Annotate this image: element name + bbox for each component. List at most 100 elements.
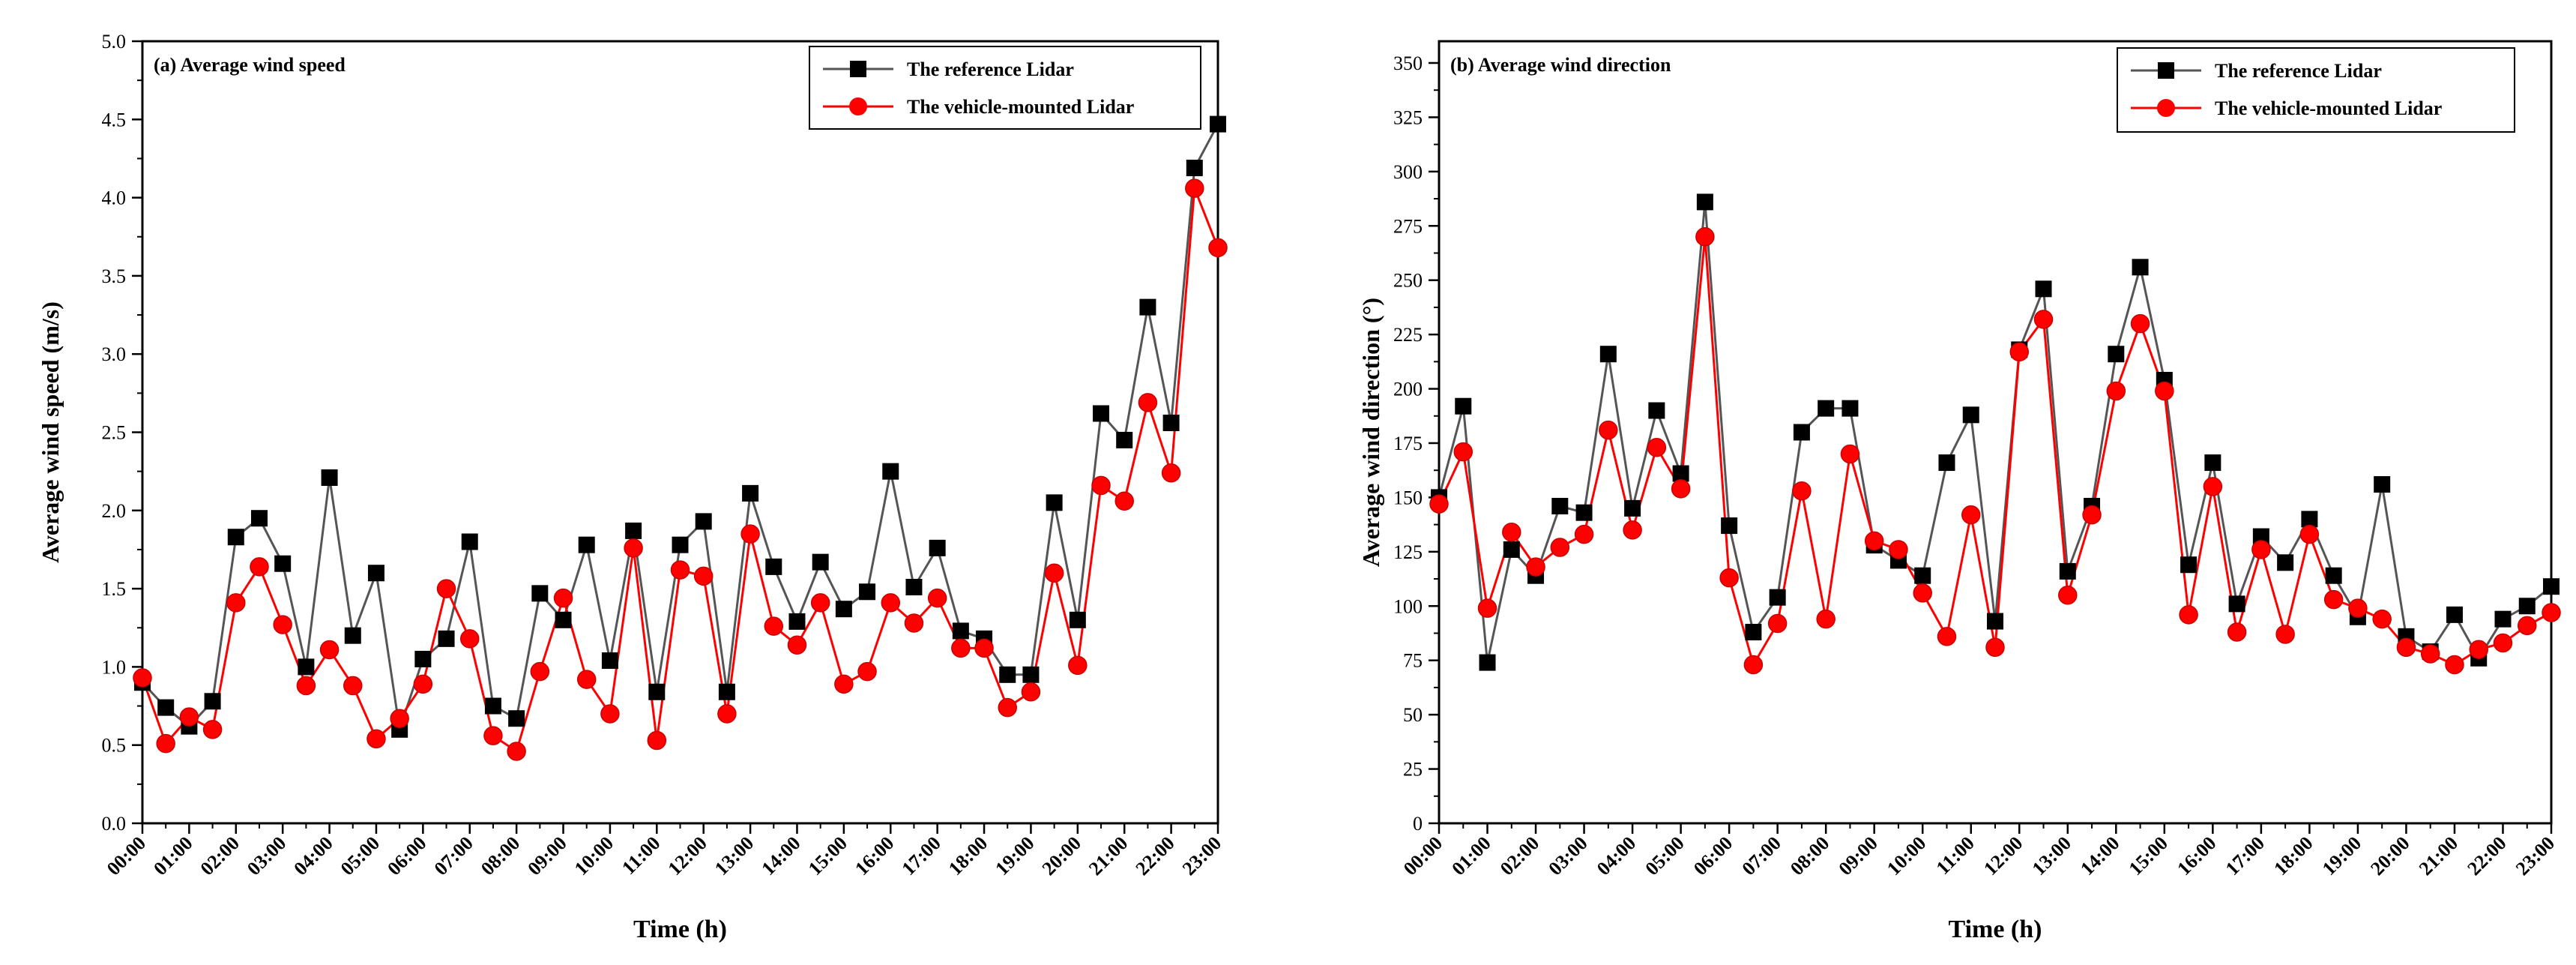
x-tick-label: 22:00 [2463, 832, 2510, 880]
x-axis: 00:0001:0002:0003:0004:0005:0006:0007:00… [103, 823, 1225, 880]
x-tick-label: 03:00 [243, 832, 290, 880]
data-point-square [508, 710, 525, 727]
x-axis-title: Time (h) [633, 916, 727, 943]
data-point-square [2374, 476, 2391, 493]
data-point-circle [1840, 444, 1860, 464]
series-vehicle-lidar [1438, 236, 2552, 668]
data-point-square [2108, 346, 2125, 363]
legend-label: The vehicle-mounted Lidar [2215, 97, 2442, 119]
data-point-square [2518, 598, 2536, 615]
legend-box [809, 46, 1201, 130]
y-tick-label: 300 [1393, 161, 1423, 183]
data-point-square [414, 650, 432, 667]
data-point-square [321, 469, 338, 486]
data-point-square [952, 622, 969, 640]
data-point-square [2252, 528, 2269, 545]
y-tick-label: 225 [1393, 324, 1423, 346]
y-tick-label: 2.5 [102, 422, 127, 444]
data-point-square [1599, 346, 1617, 363]
series-markers-vehicle-lidar [1429, 227, 2561, 675]
y-tick-label: 75 [1403, 650, 1423, 672]
data-point-circle [693, 566, 714, 586]
series-reference-lidar [141, 123, 1219, 730]
x-tick-label: 09:00 [1835, 832, 1882, 880]
x-tick-label: 05:00 [1641, 832, 1688, 880]
legend-marker-circle [849, 97, 867, 115]
x-tick-label: 02:00 [1496, 832, 1543, 880]
x-tick-label: 19:00 [2318, 832, 2365, 880]
data-point-circle [624, 538, 643, 558]
data-point-circle [1695, 227, 1715, 247]
x-tick-label: 04:00 [289, 832, 337, 880]
x-tick-label: 18:00 [944, 832, 992, 880]
data-point-circle [2469, 640, 2488, 659]
data-point-circle [1068, 655, 1088, 676]
data-point-square [1455, 397, 1472, 415]
data-point-square [788, 613, 806, 630]
data-point-square [765, 558, 782, 575]
data-point-circle [367, 729, 386, 749]
data-point-square [1093, 405, 1110, 422]
data-point-circle [1021, 682, 1041, 702]
data-point-square [1069, 611, 1086, 628]
data-point-circle [881, 593, 901, 613]
legend-label: The vehicle-mounted Lidar [907, 96, 1134, 118]
data-point-circle [2009, 342, 2030, 362]
x-tick-label: 20:00 [2366, 832, 2413, 880]
x-tick-label: 11:00 [1932, 832, 1979, 879]
data-point-square [1186, 159, 1203, 176]
x-tick-label: 13:00 [711, 832, 758, 880]
data-point-circle [226, 593, 246, 613]
data-point-square [718, 683, 735, 700]
y-tick-label: 350 [1393, 52, 1423, 74]
data-point-square [1672, 465, 1689, 482]
data-point-square [1938, 454, 1955, 472]
data-point-square [1696, 193, 1713, 211]
data-point-circle [2130, 313, 2150, 334]
data-point-circle [740, 524, 760, 544]
x-tick-label: 14:00 [757, 832, 804, 880]
data-point-circle [507, 742, 526, 761]
series-line [141, 123, 1219, 730]
data-point-circle [2106, 381, 2126, 401]
data-point-circle [202, 720, 223, 739]
data-point-square [1551, 498, 1569, 515]
legend-box [2117, 47, 2515, 133]
x-tick-label: 12:00 [1979, 832, 2027, 880]
x-tick-label: 23:00 [1178, 832, 1225, 880]
data-point-circle [1816, 609, 1836, 629]
data-point-square [157, 699, 175, 716]
data-point-square [1575, 504, 1593, 521]
data-point-circle [2542, 603, 2561, 622]
data-point-square [1139, 298, 1156, 316]
data-point-circle [2299, 524, 2320, 544]
data-point-circle [2251, 540, 2271, 559]
data-point-circle [273, 615, 292, 634]
data-point-square [2325, 567, 2342, 584]
data-point-square [367, 565, 384, 582]
y-axis-title: Average wind speed (m/s) [37, 301, 64, 563]
data-point-circle [834, 674, 854, 694]
y-tick-label: 0 [1413, 813, 1423, 835]
data-point-circle [2275, 625, 2295, 644]
data-point-circle [390, 709, 409, 728]
data-point-circle [319, 640, 340, 660]
y-axis: 0 25 50 75 100 125 150 175 200 225 250 275 300 325 350 [1393, 52, 1439, 835]
data-point-square [1022, 666, 1040, 683]
data-point-square [672, 536, 689, 553]
data-point-square [812, 553, 829, 571]
x-tick-label: 05:00 [337, 832, 384, 880]
data-point-square [1793, 424, 1810, 441]
data-point-circle [1044, 563, 1064, 583]
data-point-circle [2227, 622, 2247, 642]
data-point-circle [2155, 381, 2174, 401]
data-point-circle [2203, 477, 2223, 496]
y-tick-label: 4.0 [102, 187, 127, 209]
data-point-circle [2372, 609, 2392, 629]
y-tick-label: 175 [1393, 433, 1423, 454]
data-point-circle [1599, 420, 1618, 440]
y-tick-label: 25 [1403, 759, 1423, 781]
data-point-circle [1208, 238, 1228, 258]
x-tick-label: 22:00 [1131, 832, 1178, 880]
data-point-circle [1574, 524, 1594, 544]
